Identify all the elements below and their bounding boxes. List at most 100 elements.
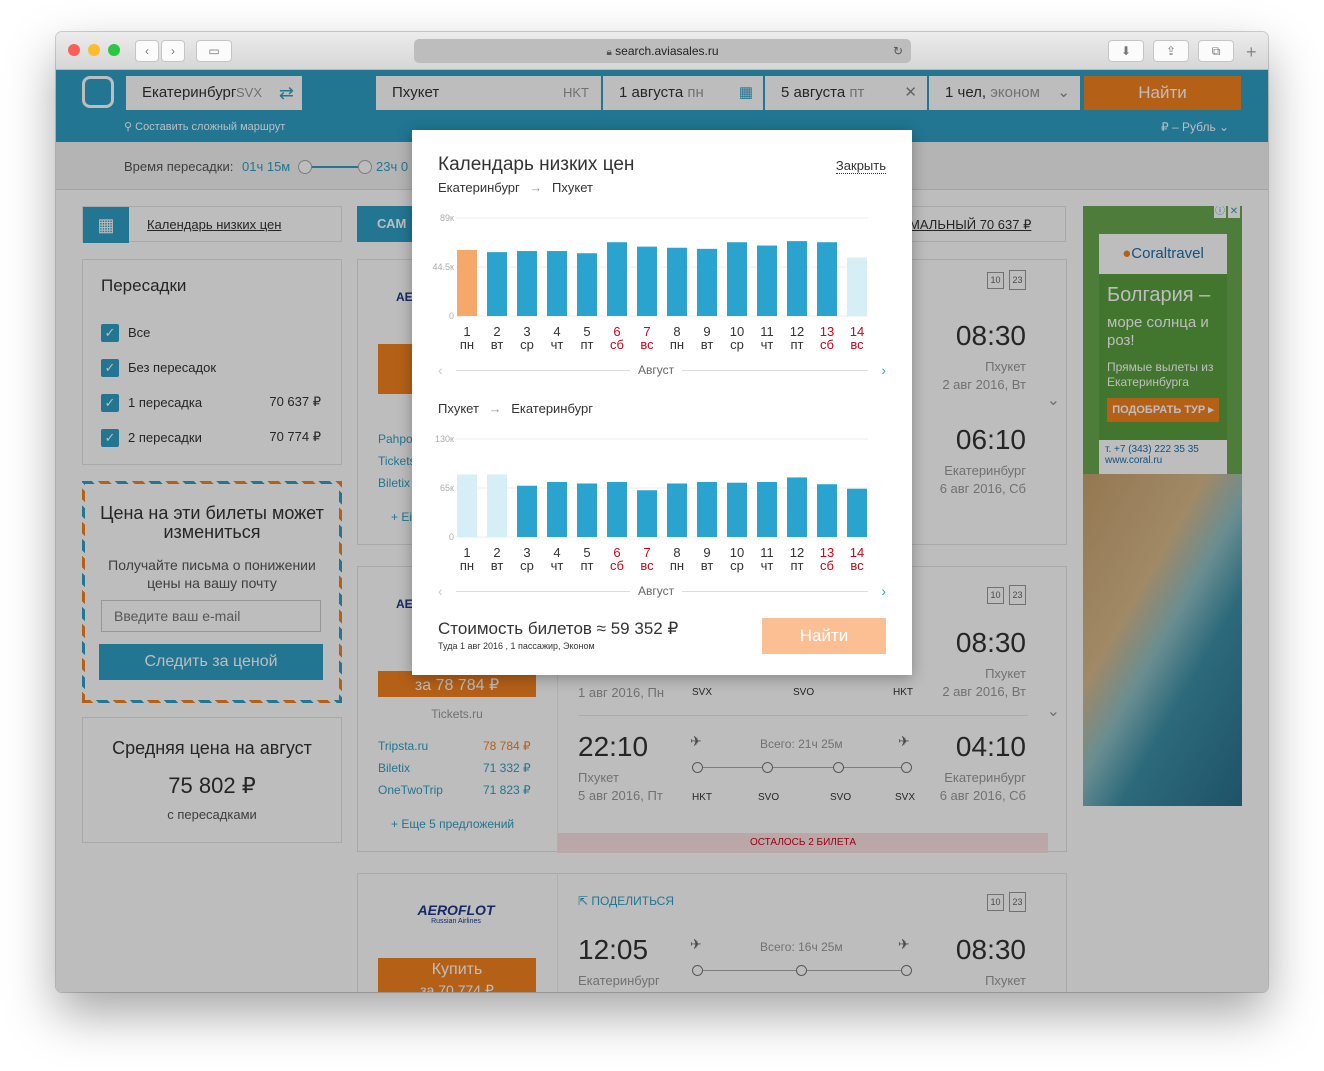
price-bar[interactable]	[787, 477, 807, 537]
seller-price[interactable]: 71 332 ₽	[483, 761, 531, 775]
day-label[interactable]: 11	[760, 324, 774, 339]
price-bar[interactable]	[697, 481, 717, 537]
day-label[interactable]: 13	[820, 545, 834, 560]
price-bar[interactable]	[517, 485, 537, 537]
clear-date-icon[interactable]: ✕	[904, 84, 917, 101]
price-bar[interactable]	[727, 482, 747, 537]
modal-find-button[interactable]: Найти	[762, 618, 886, 654]
day-label[interactable]: 1	[463, 545, 470, 560]
expand-icon[interactable]: ⌄	[1046, 703, 1060, 720]
calendar-icon[interactable]: ▦	[738, 84, 753, 101]
ad-cta-button[interactable]: ПОДОБРАТЬ ТУР ▸	[1107, 398, 1219, 422]
price-bar[interactable]	[637, 246, 657, 316]
seller-price[interactable]: 71 823 ₽	[483, 783, 531, 797]
day-label[interactable]: 12	[790, 324, 804, 339]
price-bar[interactable]	[817, 242, 837, 316]
ad-close-icon[interactable]: ✕	[1228, 206, 1240, 218]
day-label[interactable]: 7	[643, 545, 650, 560]
day-label[interactable]: 5	[583, 545, 590, 560]
price-bar[interactable]	[637, 490, 657, 537]
tab-cheapest[interactable]: САМ	[357, 206, 417, 242]
price-bar[interactable]	[697, 248, 717, 316]
price-bar[interactable]	[457, 249, 477, 316]
more-offers-link[interactable]: + Еще 5 предложений	[391, 817, 515, 831]
next-month-icon[interactable]: ›	[881, 583, 886, 599]
day-label[interactable]: 1	[463, 324, 470, 339]
minimize-window-button[interactable]	[88, 44, 100, 56]
destination-field[interactable]: Пхукет HKT	[376, 76, 601, 110]
expand-icon[interactable]: ⌄	[1046, 392, 1060, 409]
day-label[interactable]: 13	[820, 324, 834, 339]
departure-date-field[interactable]: 1 августа пн ▦	[603, 76, 763, 110]
checkbox-one-stop[interactable]: ✓	[101, 394, 119, 412]
day-label[interactable]: 14	[850, 324, 864, 339]
return-date-field[interactable]: 5 августа пт ✕	[765, 76, 927, 110]
address-bar[interactable]: 🔒︎ search.aviasales.ru ↻	[414, 39, 911, 63]
day-label[interactable]: 8	[673, 324, 680, 339]
new-tab-icon[interactable]: +	[1246, 42, 1257, 62]
price-bar[interactable]	[547, 251, 567, 316]
price-bar[interactable]	[847, 257, 867, 316]
price-bar[interactable]	[787, 241, 807, 316]
day-label[interactable]: 9	[703, 545, 710, 560]
price-bar[interactable]	[667, 483, 687, 537]
price-bar[interactable]	[487, 252, 507, 316]
day-label[interactable]: 7	[643, 324, 650, 339]
seller-price[interactable]: 78 784 ₽	[483, 739, 531, 753]
share-link[interactable]: ⇱ ПОДЕЛИТЬСЯ	[578, 894, 674, 908]
currency-select[interactable]: ₽ – Рубль ⌄	[1161, 120, 1230, 134]
price-bar[interactable]	[547, 481, 567, 537]
checkbox-all[interactable]: ✓	[101, 324, 119, 342]
price-bar[interactable]	[817, 484, 837, 537]
complex-route-link[interactable]: ⚲ Составить сложный маршрут	[124, 120, 285, 133]
seller-link[interactable]: Tickets	[378, 454, 416, 468]
price-bar[interactable]	[757, 481, 777, 537]
day-label[interactable]: 2	[493, 545, 500, 560]
search-button[interactable]: Найти	[1084, 76, 1241, 110]
transfer-slider[interactable]	[298, 160, 372, 174]
close-window-button[interactable]	[68, 44, 80, 56]
tabs-icon[interactable]: ⧉	[1198, 40, 1234, 62]
price-bar[interactable]	[847, 488, 867, 537]
logo-icon[interactable]	[82, 76, 114, 108]
seller-link[interactable]: OneTwoTrip	[378, 783, 443, 797]
price-bar[interactable]	[607, 242, 627, 316]
day-label[interactable]: 10	[730, 324, 744, 339]
day-label[interactable]: 2	[493, 324, 500, 339]
seller-link[interactable]: Pahpo	[378, 432, 413, 446]
more-offers-link[interactable]: + Еі	[391, 510, 413, 524]
price-bar[interactable]	[727, 242, 747, 316]
day-label[interactable]: 6	[613, 324, 620, 339]
checkbox-two-stops[interactable]: ✓	[101, 429, 119, 447]
zoom-window-button[interactable]	[108, 44, 120, 56]
day-label[interactable]: 6	[613, 545, 620, 560]
seller-link[interactable]: Biletix	[378, 476, 411, 490]
day-label[interactable]: 11	[760, 545, 774, 560]
day-label[interactable]: 4	[553, 324, 560, 339]
buy-button[interactable]: за 78 784 ₽	[378, 671, 536, 697]
day-label[interactable]: 4	[553, 545, 560, 560]
buy-button[interactable]: Купить за 70 774 ₽	[378, 958, 536, 992]
day-label[interactable]: 9	[703, 324, 710, 339]
calendar-link[interactable]: ▦ Календарь низких цен	[82, 206, 342, 243]
email-field[interactable]	[101, 600, 321, 632]
forward-icon[interactable]: ›	[161, 40, 185, 62]
day-label[interactable]: 5	[583, 324, 590, 339]
share-icon[interactable]: ⇪	[1153, 40, 1189, 62]
close-link[interactable]: Закрыть	[835, 158, 886, 174]
price-bar[interactable]	[517, 251, 537, 316]
next-month-icon[interactable]: ›	[881, 362, 886, 378]
slider-handle-max[interactable]	[358, 160, 372, 174]
passengers-field[interactable]: 1 чел, эконом ⌄	[929, 76, 1080, 110]
tab-optimal[interactable]: МАЛЬНЫЙ 70 637 ₽	[908, 206, 1066, 242]
price-bar[interactable]	[457, 474, 477, 537]
day-label[interactable]: 8	[673, 545, 680, 560]
downloads-icon[interactable]: ⬇	[1108, 40, 1144, 62]
prev-month-icon[interactable]: ‹	[438, 362, 443, 378]
day-label[interactable]: 3	[523, 545, 530, 560]
swap-icon[interactable]: ⇄	[278, 83, 294, 103]
origin-field[interactable]: Екатеринбург SVX ⇄	[126, 76, 302, 110]
day-label[interactable]: 14	[850, 545, 864, 560]
price-bar[interactable]	[577, 253, 597, 316]
day-label[interactable]: 12	[790, 545, 804, 560]
